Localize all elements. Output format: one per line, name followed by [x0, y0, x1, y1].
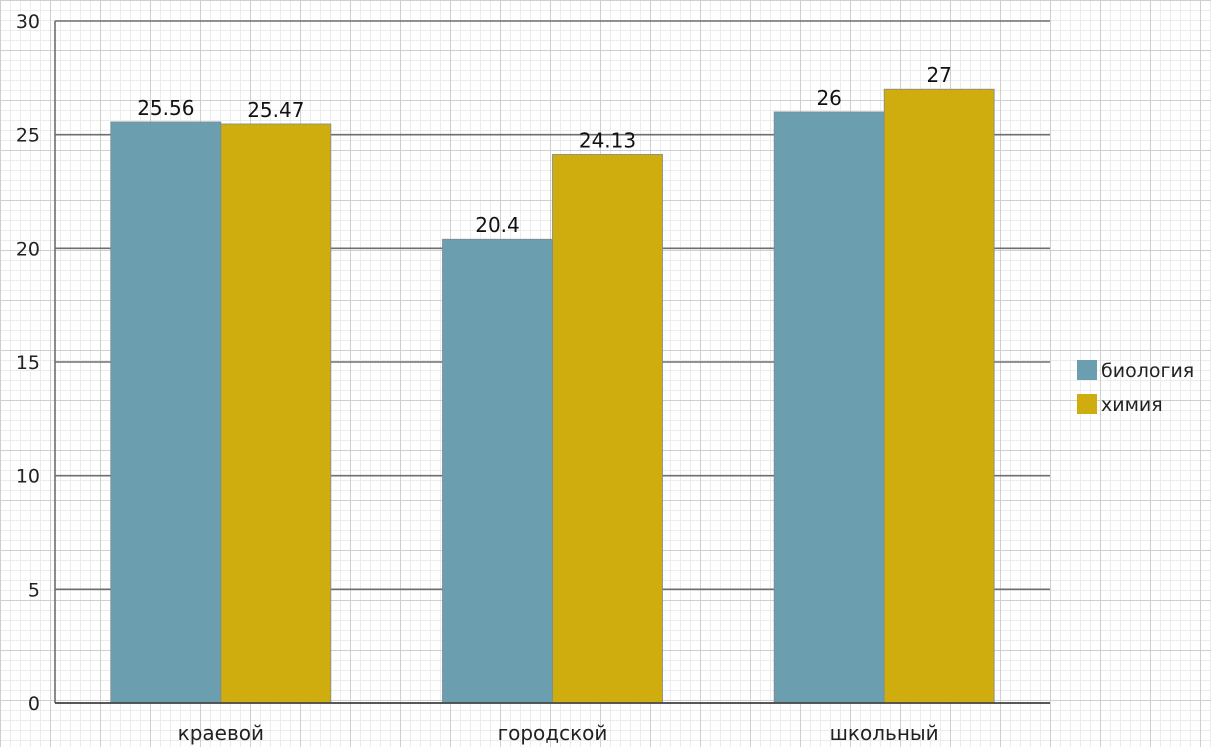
- bar: [220, 123, 332, 704]
- bar: [773, 111, 885, 704]
- legend-label: биология: [1101, 360, 1194, 382]
- y-tick-label: 5: [28, 579, 40, 601]
- x-tick-label: школьный: [830, 721, 939, 745]
- y-tick-label: 15: [16, 352, 40, 374]
- y-axis: 0 5 10 15 20 25 30: [16, 11, 56, 715]
- bar: [442, 238, 553, 704]
- bar: [552, 154, 663, 704]
- data-labels: 25.56 25.47 20.4 24.13 26 27: [137, 63, 952, 237]
- y-tick-label: 0: [28, 693, 40, 715]
- y-tick-label: 20: [16, 238, 40, 260]
- bar: [110, 121, 222, 704]
- legend-label: химия: [1101, 394, 1163, 416]
- y-tick-label: 10: [16, 466, 40, 488]
- legend-swatch: [1077, 394, 1097, 414]
- data-label: 20.4: [475, 213, 520, 237]
- data-label: 27: [926, 63, 951, 87]
- data-label: 26: [816, 86, 841, 110]
- x-axis: краевой городской школьный: [55, 702, 1050, 745]
- data-label: 25.47: [247, 98, 304, 122]
- legend: биология химия: [1077, 360, 1194, 416]
- y-tick-label: 30: [16, 11, 40, 33]
- legend-swatch: [1077, 360, 1097, 380]
- bars: [110, 88, 995, 704]
- x-tick-label: городской: [498, 721, 608, 745]
- data-label: 24.13: [579, 128, 636, 152]
- y-tick-label: 25: [16, 125, 40, 147]
- bar: [883, 88, 995, 704]
- x-tick-label: краевой: [178, 721, 264, 745]
- data-label: 25.56: [137, 96, 194, 120]
